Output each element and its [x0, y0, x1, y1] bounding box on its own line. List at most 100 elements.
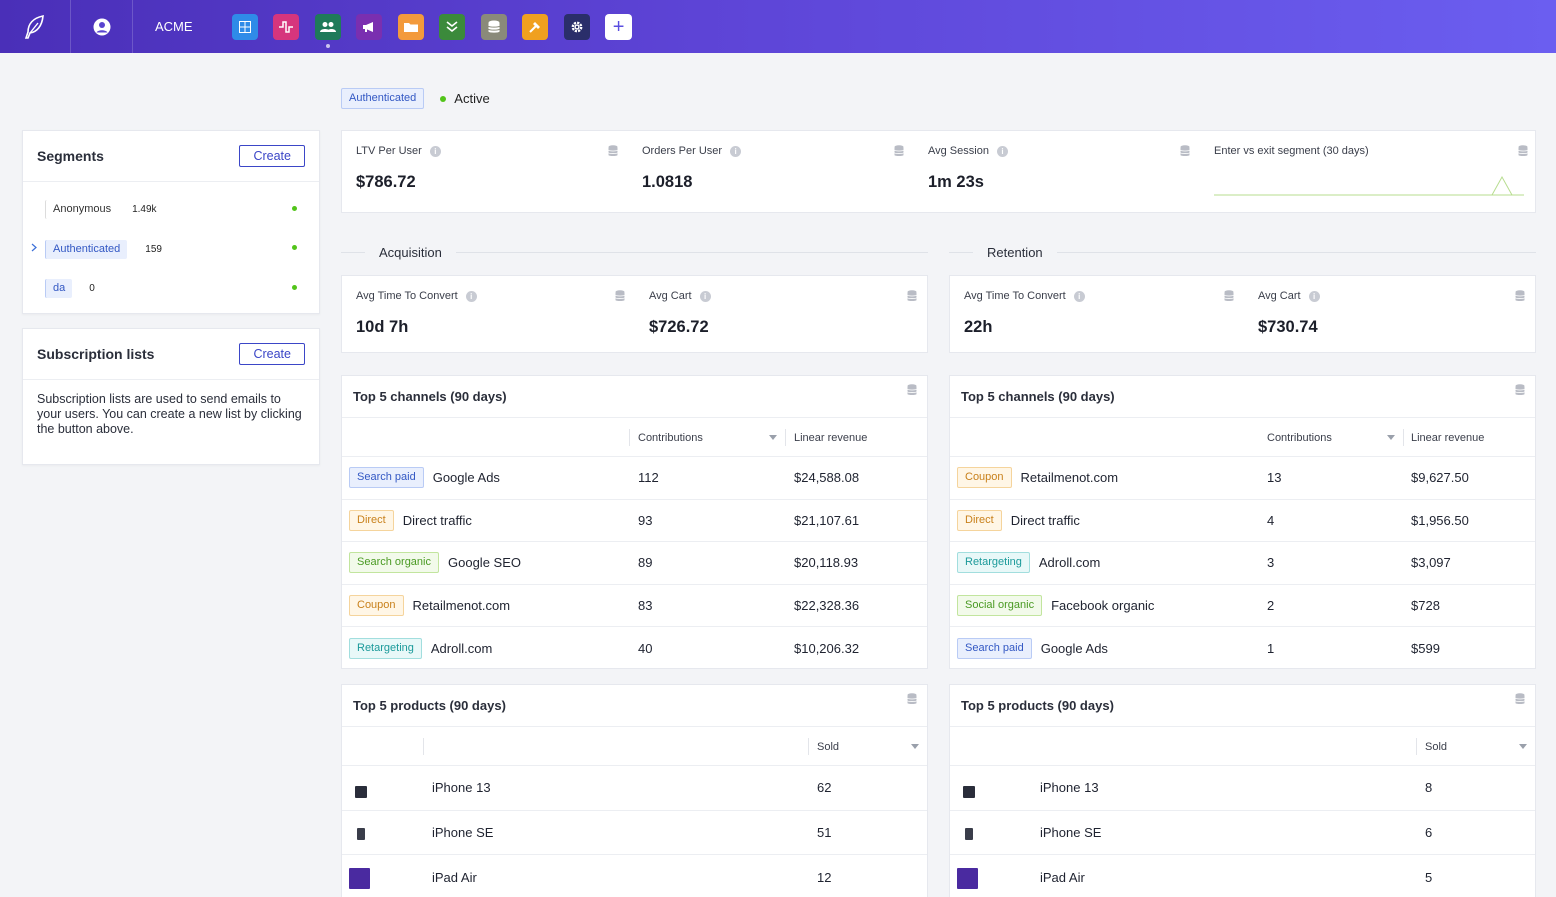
- create-subscription-list-button[interactable]: Create: [239, 343, 305, 365]
- table-title: Top 5 products (90 days): [342, 685, 927, 727]
- table-title: Top 5 channels (90 days): [950, 376, 1535, 418]
- info-icon[interactable]: i: [465, 290, 477, 302]
- column-contributions[interactable]: Contributions: [1267, 431, 1332, 444]
- app-database-button[interactable]: [480, 13, 507, 40]
- revenue-value: $728: [1411, 597, 1440, 613]
- segment-item-anonymous[interactable]: Anonymous 1.49k: [23, 190, 319, 230]
- info-icon[interactable]: i: [730, 145, 742, 157]
- app-tools-button[interactable]: [522, 13, 549, 40]
- table-row[interactable]: iPad Air 12: [342, 855, 927, 897]
- segment-status: Authenticated Active: [341, 88, 490, 110]
- info-icon[interactable]: i: [699, 290, 711, 302]
- channel-tag: Social organic: [957, 594, 1043, 616]
- database-icon[interactable]: [1518, 145, 1528, 157]
- app-users-button[interactable]: [314, 13, 341, 48]
- database-icon[interactable]: [1515, 693, 1525, 705]
- kpi-value: $730.74: [1258, 318, 1318, 336]
- table-row[interactable]: Retargeting Adroll.com 3 $3,097: [950, 542, 1535, 585]
- table-row[interactable]: iPhone SE 6: [950, 811, 1535, 855]
- database-icon[interactable]: [907, 290, 917, 302]
- retention-section-header: Retention: [949, 242, 1536, 262]
- sold-value: 5: [1425, 869, 1433, 885]
- database-icon[interactable]: [1515, 384, 1525, 396]
- app-analytics-button[interactable]: [273, 13, 300, 40]
- segment-active-dot: [292, 205, 297, 211]
- segment-active-dot: [292, 245, 297, 251]
- info-icon[interactable]: i: [429, 145, 441, 157]
- organization-name[interactable]: ACME: [155, 19, 193, 34]
- database-icon[interactable]: [1515, 290, 1525, 302]
- column-contributions[interactable]: Contributions: [638, 431, 703, 444]
- sort-caret-icon[interactable]: [1387, 435, 1395, 440]
- kpi-label: Avg Time To Convert: [356, 290, 458, 302]
- info-icon[interactable]: i: [1308, 290, 1320, 302]
- app-funnel-button[interactable]: [439, 13, 466, 40]
- sort-caret-icon[interactable]: [769, 435, 777, 440]
- table-row[interactable]: Search paid Google Ads 1 $599: [950, 627, 1535, 670]
- table-row[interactable]: iPhone 13 62: [342, 766, 927, 811]
- table-row[interactable]: Search paid Google Ads 112 $24,588.08: [342, 457, 927, 500]
- table-row[interactable]: iPhone 13 8: [950, 766, 1535, 811]
- info-icon[interactable]: i: [1073, 290, 1085, 302]
- user-circle-icon: [93, 18, 110, 35]
- account-button[interactable]: [71, 0, 133, 53]
- table-row[interactable]: Direct Direct traffic 4 $1,956.50: [950, 500, 1535, 542]
- channel-name: Adroll.com: [430, 640, 493, 656]
- table-row[interactable]: Coupon Retailmenot.com 83 $22,328.36: [342, 585, 927, 627]
- segment-count: 159: [145, 243, 162, 255]
- table-row[interactable]: Retargeting Adroll.com 40 $10,206.32: [342, 627, 927, 670]
- revenue-value: $3,097: [1411, 555, 1451, 571]
- column-sold[interactable]: Sold: [1425, 740, 1448, 753]
- revenue-value: $22,328.36: [794, 597, 860, 613]
- contributions-value: 2: [1267, 597, 1275, 613]
- table-row[interactable]: iPad Air 5: [950, 855, 1535, 897]
- info-icon[interactable]: i: [996, 145, 1008, 157]
- grid-icon: [238, 20, 251, 33]
- kpi-value: 1m 23s: [928, 173, 984, 191]
- chevron-right-icon[interactable]: [23, 243, 45, 255]
- product-name: iPhone 13: [432, 780, 491, 796]
- table-row[interactable]: iPhone SE 51: [342, 811, 927, 855]
- table-row[interactable]: Direct Direct traffic 93 $21,107.61: [342, 500, 927, 542]
- segment-name: Authenticated: [45, 239, 128, 259]
- table-row[interactable]: Search organic Google SEO 89 $20,118.93: [342, 542, 927, 585]
- app-campaigns-button[interactable]: [356, 13, 383, 40]
- segment-item-authenticated[interactable]: Authenticated 159: [23, 230, 319, 270]
- column-sold[interactable]: Sold: [817, 740, 840, 753]
- segment-item-da[interactable]: da 0: [23, 269, 319, 309]
- channel-name: Direct traffic: [402, 512, 472, 528]
- revenue-value: $20,118.93: [794, 555, 859, 571]
- product-name: iPhone SE: [432, 824, 494, 840]
- kpi-label: Orders Per User: [642, 145, 723, 157]
- contributions-value: 3: [1267, 555, 1275, 571]
- app-files-button[interactable]: [397, 13, 424, 40]
- app-grid-button[interactable]: [231, 13, 258, 40]
- logo[interactable]: [0, 0, 71, 53]
- acquisition-channels-table: Top 5 channels (90 days) Contributions L…: [341, 375, 928, 669]
- database-icon[interactable]: [615, 290, 625, 302]
- product-thumbnail: [349, 867, 370, 889]
- database-icon[interactable]: [907, 384, 917, 396]
- table-row[interactable]: Social organic Facebook organic 2 $728: [950, 585, 1535, 627]
- app-settings-button[interactable]: [563, 13, 590, 40]
- kpi-avg-cart: Avg Cart i $730.74: [1244, 276, 1535, 352]
- retention-products-table: Top 5 products (90 days) Sold iPhone 13 …: [949, 684, 1536, 897]
- database-icon[interactable]: [1224, 290, 1234, 302]
- column-linear-revenue[interactable]: Linear revenue: [1411, 431, 1485, 444]
- channel-name: Adroll.com: [1038, 555, 1101, 571]
- database-icon[interactable]: [907, 693, 917, 705]
- column-linear-revenue[interactable]: Linear revenue: [794, 431, 868, 444]
- create-segment-button[interactable]: Create: [239, 145, 305, 167]
- sort-caret-icon[interactable]: [911, 744, 919, 749]
- add-app-button[interactable]: +: [605, 13, 633, 40]
- acquisition-kpi-card: Avg Time To Convert i 10d 7h Avg Cart i $7…: [341, 275, 928, 353]
- subscription-lists-title: Subscription lists: [37, 346, 155, 362]
- table-row[interactable]: Coupon Retailmenot.com 13 $9,627.50: [950, 457, 1535, 500]
- database-icon[interactable]: [894, 145, 904, 157]
- database-icon[interactable]: [1180, 145, 1190, 157]
- sort-caret-icon[interactable]: [1519, 744, 1527, 749]
- database-icon[interactable]: [608, 145, 618, 157]
- kpi-avg-time-to-convert: Avg Time To Convert i 10d 7h: [342, 276, 635, 352]
- folder-icon: [403, 22, 418, 32]
- segment-count: 0: [89, 283, 95, 295]
